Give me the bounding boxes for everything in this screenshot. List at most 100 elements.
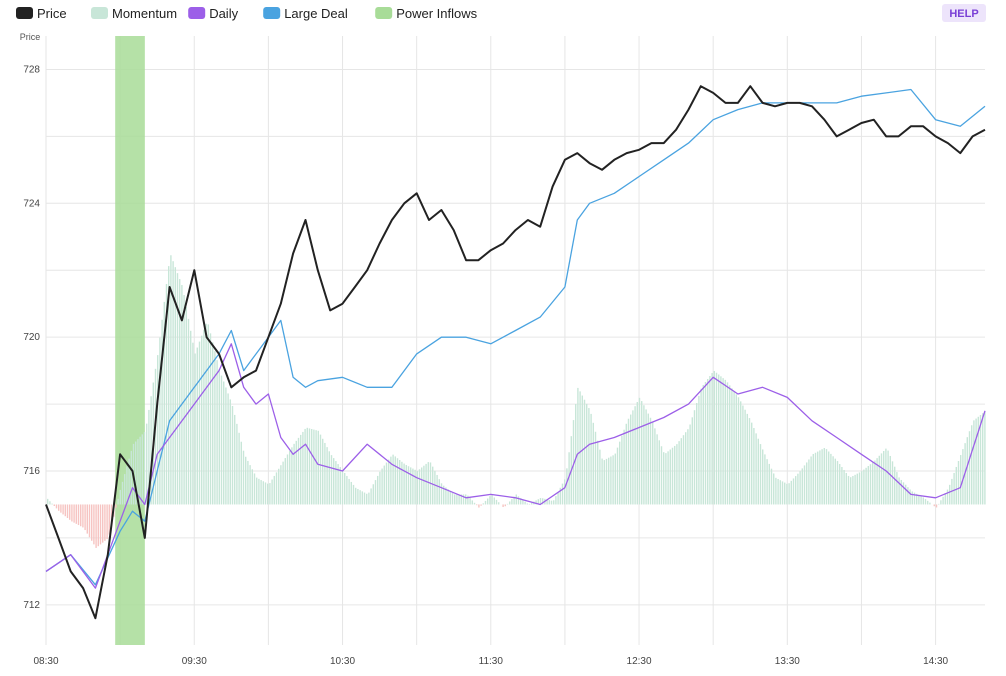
momentum-bar — [73, 504, 75, 523]
momentum-bar — [654, 428, 656, 505]
momentum-bar — [302, 431, 304, 505]
momentum-bar — [146, 423, 148, 505]
momentum-bar — [139, 436, 141, 505]
momentum-bar — [872, 462, 874, 505]
momentum-bar — [621, 435, 623, 505]
momentum-bar — [513, 496, 515, 505]
momentum-bar — [170, 255, 172, 505]
momentum-bar — [984, 411, 986, 505]
momentum-bar — [223, 381, 225, 505]
momentum-bar — [902, 482, 905, 505]
momentum-bar — [627, 418, 630, 505]
legend-swatch-daily — [188, 7, 206, 19]
momentum-bar — [616, 447, 619, 505]
momentum-bar — [315, 430, 317, 505]
momentum-bar — [619, 441, 621, 505]
momentum-bar — [473, 502, 476, 505]
momentum-bar — [942, 496, 944, 505]
momentum-bar — [249, 465, 251, 505]
momentum-bar — [143, 431, 146, 505]
momentum-bar — [148, 409, 150, 505]
momentum-bar — [487, 498, 489, 505]
momentum-bar — [660, 446, 663, 505]
momentum-bar — [335, 461, 337, 505]
x-tick-label: 14:30 — [923, 656, 948, 667]
momentum-bar — [372, 484, 374, 505]
momentum-bar — [194, 353, 196, 505]
momentum-bar — [251, 469, 253, 505]
momentum-bar — [236, 423, 238, 505]
momentum-bar — [350, 481, 352, 505]
momentum-bar — [225, 387, 227, 505]
momentum-bar — [93, 504, 95, 545]
series-lines — [45, 85, 986, 620]
momentum-bar — [682, 435, 685, 505]
momentum-bar — [278, 468, 280, 505]
momentum-bar — [405, 465, 407, 505]
momentum-bar — [889, 455, 891, 505]
momentum-bar — [887, 450, 889, 505]
momentum-bar — [75, 504, 77, 524]
momentum-bar — [962, 449, 964, 505]
momentum-bar — [185, 306, 187, 505]
momentum-bar — [192, 342, 194, 505]
momentum-bar — [795, 476, 797, 505]
momentum-bar — [465, 494, 467, 505]
momentum-bar — [137, 439, 139, 505]
momentum-bar — [737, 397, 740, 505]
momentum-bar — [693, 410, 696, 505]
momentum-bar — [861, 471, 863, 505]
momentum-bar — [724, 379, 726, 505]
momentum-bar — [159, 337, 161, 505]
momentum-bar — [284, 458, 286, 505]
momentum-bar — [929, 502, 931, 505]
momentum-bar — [566, 468, 568, 505]
momentum-bar — [762, 449, 764, 505]
momentum-bar — [940, 500, 942, 505]
legend-swatch-power-inflows — [375, 7, 393, 19]
momentum-bar — [916, 493, 918, 505]
axes: Price 712 716 720 724 728 08:30 09:30 10:30 11:30… — [20, 32, 949, 667]
momentum-bar — [850, 477, 852, 505]
help-button-bg[interactable] — [942, 4, 986, 22]
momentum-bar — [47, 498, 49, 505]
momentum-bar — [669, 449, 671, 505]
momentum-bar — [456, 494, 458, 505]
momentum-bar — [711, 373, 713, 505]
momentum-bar — [841, 467, 843, 505]
momentum-bar — [77, 504, 80, 526]
momentum-bar — [949, 484, 951, 505]
momentum-bar — [801, 468, 803, 505]
momentum-bar — [700, 388, 702, 505]
momentum-bar — [58, 504, 60, 511]
momentum-bar — [933, 504, 935, 507]
momentum-bar — [231, 405, 234, 505]
momentum-bar — [885, 448, 887, 505]
help-button[interactable]: HELP — [942, 4, 986, 22]
momentum-bar — [968, 431, 971, 505]
help-button-label[interactable]: HELP — [949, 8, 978, 20]
momentum-bar — [548, 500, 550, 505]
y-axis-title: Price — [20, 32, 41, 42]
momentum-bar — [502, 504, 504, 508]
legend-swatch-large-deal — [263, 7, 281, 19]
momentum-bar — [119, 489, 121, 505]
momentum-bar — [590, 413, 592, 505]
momentum-bar — [330, 455, 333, 505]
momentum-bar — [909, 489, 911, 505]
momentum-bar — [531, 502, 533, 505]
momentum-bar — [91, 504, 93, 541]
momentum-bar — [515, 494, 517, 505]
momentum-bar — [907, 487, 909, 505]
momentum-bar — [183, 295, 185, 505]
momentum-bar — [601, 458, 603, 505]
momentum-bar — [227, 393, 229, 505]
momentum-bar — [698, 395, 700, 505]
momentum-bar — [293, 443, 295, 505]
momentum-bar — [722, 378, 724, 505]
momentum-bar — [788, 483, 790, 505]
momentum-bar — [440, 483, 443, 505]
momentum-bar — [858, 472, 861, 505]
momentum-bar — [203, 329, 205, 505]
momentum-bar — [790, 480, 792, 505]
